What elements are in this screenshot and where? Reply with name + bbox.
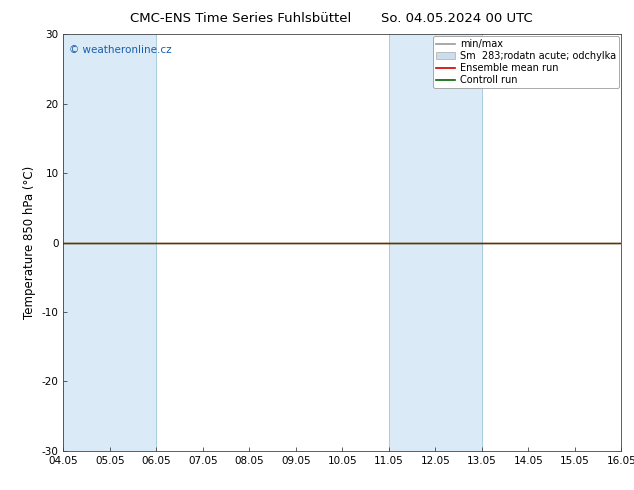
Bar — [389, 34, 482, 451]
Text: CMC-ENS Time Series Fuhlsbüttel: CMC-ENS Time Series Fuhlsbüttel — [131, 12, 351, 25]
Text: © weatheronline.cz: © weatheronline.cz — [69, 45, 172, 55]
Y-axis label: Temperature 850 hPa (°C): Temperature 850 hPa (°C) — [23, 166, 36, 319]
Bar — [63, 34, 157, 451]
Legend: min/max, Sm  283;rodatn acute; odchylka, Ensemble mean run, Controll run: min/max, Sm 283;rodatn acute; odchylka, … — [433, 36, 619, 88]
Text: So. 04.05.2024 00 UTC: So. 04.05.2024 00 UTC — [380, 12, 533, 25]
